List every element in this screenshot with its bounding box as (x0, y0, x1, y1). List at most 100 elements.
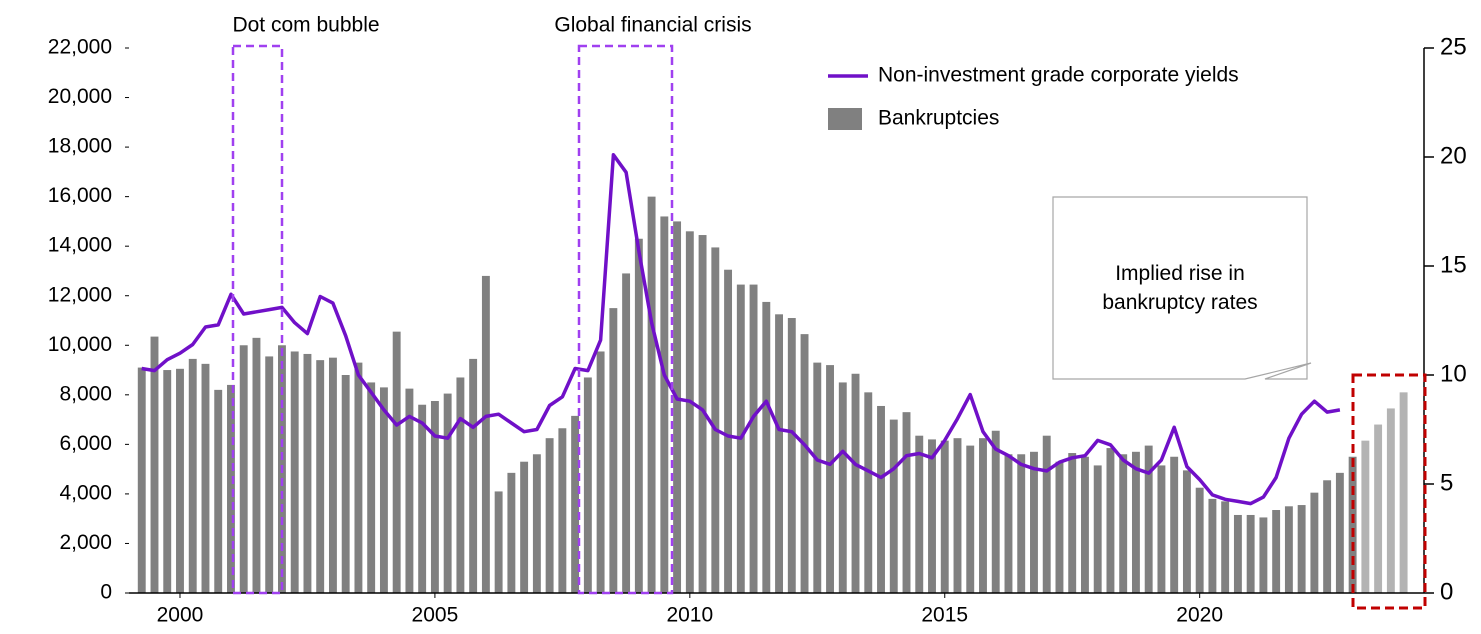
bar (1157, 465, 1166, 593)
bar (583, 377, 592, 593)
bar (953, 438, 962, 593)
bar (1119, 454, 1128, 593)
y-tick-label: 6,000 (59, 432, 112, 455)
bar (137, 367, 146, 593)
bar (1310, 492, 1319, 593)
bar (328, 357, 337, 593)
bar (176, 368, 184, 593)
bar (826, 365, 834, 593)
bar (1272, 510, 1281, 593)
bar (163, 370, 172, 593)
x-tick-label: 2005 (412, 604, 459, 627)
bar (227, 384, 235, 593)
bar (1068, 453, 1077, 593)
projected-bar (1361, 440, 1370, 593)
bar (851, 373, 860, 593)
projected-bar (1399, 392, 1408, 593)
bar (507, 472, 516, 593)
bar (494, 491, 503, 593)
y-tick-label: 4,000 (59, 481, 112, 504)
bar (609, 308, 618, 593)
bar (762, 301, 771, 593)
bar (1042, 435, 1051, 593)
bar (673, 221, 682, 593)
annotation-dotcom: Dot com bubble (232, 14, 379, 37)
y-tick-label: 16,000 (48, 184, 112, 207)
bar (239, 345, 248, 593)
bar (902, 412, 911, 593)
bar (303, 353, 312, 593)
bar (520, 461, 529, 593)
bar (1323, 480, 1332, 593)
bar (481, 275, 490, 593)
bar (813, 362, 822, 593)
bar (367, 382, 376, 593)
bar (1208, 498, 1217, 593)
bar (392, 331, 401, 593)
bar (545, 438, 554, 593)
bar (711, 247, 720, 593)
callout-text-box: Implied rise in bankruptcy rates (1102, 262, 1258, 314)
bar (1221, 501, 1230, 593)
bar (749, 284, 758, 593)
y-tick-label: 2,000 (59, 531, 112, 554)
bar (571, 415, 580, 593)
bar (1131, 451, 1140, 593)
bar (150, 336, 159, 593)
callout-box (1052, 196, 1312, 380)
bar (1055, 461, 1064, 593)
bar (915, 435, 924, 593)
y2-tick-label: 20 (1440, 142, 1467, 169)
y-tick-label: 14,000 (48, 234, 112, 257)
bar (634, 238, 643, 593)
callout-text: Implied rise in bankruptcy rates (1102, 262, 1258, 314)
bar (1195, 487, 1204, 593)
legend-label: Bankruptcies (878, 107, 999, 130)
y-tick-label: 10,000 (48, 333, 112, 356)
bar (354, 362, 363, 593)
bar (316, 360, 325, 593)
projected-bar (1374, 424, 1383, 593)
bar (1093, 465, 1102, 593)
y2-tick-label: 5 (1440, 469, 1453, 496)
x-tick-label: 2015 (921, 604, 968, 627)
bar (1335, 472, 1344, 593)
x-tick-label: 2020 (1176, 604, 1223, 627)
annotation-gfc: Global financial crisis (554, 14, 751, 37)
bar (341, 375, 350, 593)
bar (1233, 514, 1242, 593)
bar (532, 454, 541, 593)
y2-tick-label: 25 (1440, 33, 1467, 60)
bar (889, 419, 898, 593)
bar (405, 388, 414, 593)
bar (1017, 454, 1026, 593)
bar (188, 358, 197, 593)
y-tick-label: 0 (100, 581, 112, 604)
bar (596, 351, 605, 593)
bar (864, 392, 873, 593)
y-tick-label: 22,000 (48, 36, 112, 59)
bar (1182, 470, 1191, 593)
bar (1348, 456, 1357, 593)
bar (1106, 448, 1115, 593)
bar (877, 405, 885, 593)
bar (724, 269, 733, 593)
bar (698, 235, 707, 593)
legend-swatch (828, 108, 862, 130)
bar (1246, 514, 1255, 593)
bar (558, 428, 567, 593)
bar (1081, 456, 1089, 593)
bar (469, 358, 478, 593)
bar (928, 439, 936, 593)
bar (1284, 506, 1293, 593)
bar (800, 334, 809, 593)
x-tick-label: 2010 (666, 604, 713, 627)
bar (418, 404, 427, 593)
bar (622, 273, 631, 593)
projection-box (1351, 373, 1427, 610)
bar (252, 337, 261, 593)
y2-tick-label: 10 (1440, 360, 1467, 387)
x-tick-label: 2000 (157, 604, 204, 627)
bar (991, 430, 1000, 593)
